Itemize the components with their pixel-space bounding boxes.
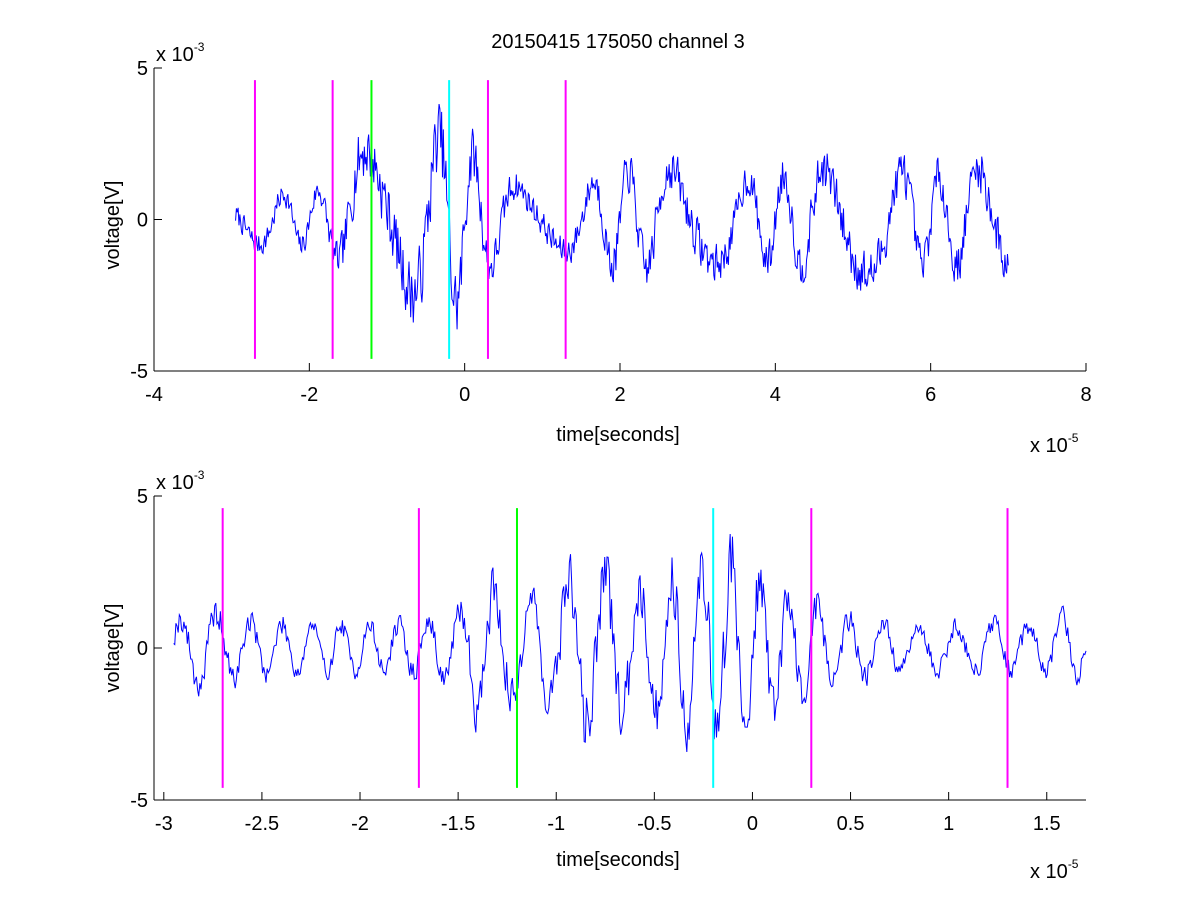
bottom-chart-x-tick-label: 0.5 bbox=[837, 813, 865, 835]
bottom-chart-x-tick-label: -2 bbox=[351, 813, 369, 835]
bottom-chart-y-tick-label: 5 bbox=[137, 486, 148, 508]
top-chart-y-tick-label: -5 bbox=[130, 361, 148, 383]
bottom-chart-y-tick-label: -5 bbox=[130, 790, 148, 812]
bottom-chart-x-tick-label: -0.5 bbox=[637, 813, 671, 835]
bottom-chart-x-multiplier: x 10-5 bbox=[1030, 857, 1079, 883]
bottom-chart-x-tick-label: -2.5 bbox=[245, 813, 279, 835]
top-chart-x-tick-label: 4 bbox=[770, 384, 781, 406]
bottom-chart-x-tick-label: 1.5 bbox=[1033, 813, 1061, 835]
figure-title: 20150415 175050 channel 3 bbox=[491, 31, 745, 53]
bottom-chart-x-tick-label: -1.5 bbox=[441, 813, 475, 835]
top-chart-ticks: -4 -2 0 2 4 6 8 -5 0 5 bbox=[130, 58, 1091, 406]
bottom-chart-y-axis-label: voltage[V] bbox=[102, 604, 124, 693]
bottom-chart-x-axis-label: time[seconds] bbox=[556, 849, 679, 871]
top-chart-x-tick-label: 2 bbox=[614, 384, 625, 406]
top-chart-y-tick-label: 0 bbox=[137, 210, 148, 232]
bottom-chart-x-tick-label: -3 bbox=[155, 813, 173, 835]
top-chart-marks bbox=[235, 80, 1009, 359]
top-chart-x-tick-label: 8 bbox=[1080, 384, 1091, 406]
top-chart-x-tick-label: -2 bbox=[300, 384, 318, 406]
bottom-chart-signal-line bbox=[173, 534, 1087, 753]
top-chart-y-axis-label: voltage[V] bbox=[102, 181, 124, 270]
top-chart-y-multiplier: x 10-3 bbox=[156, 40, 205, 66]
top-chart-panel: -4 -2 0 2 4 6 8 -5 0 5 time[seconds] voltage[V] x… bbox=[102, 40, 1092, 457]
top-chart-signal-line bbox=[235, 103, 1009, 330]
top-chart-x-tick-label: -4 bbox=[145, 384, 163, 406]
top-chart-x-axis-label: time[seconds] bbox=[556, 424, 679, 446]
bottom-chart-y-tick-label: 0 bbox=[137, 638, 148, 660]
top-chart-x-multiplier: x 10-5 bbox=[1030, 431, 1079, 457]
bottom-chart-ticks: -3 -2.5 -2 -1.5 -1 -0.5 0 0.5 1 1.5 -5 0 5 bbox=[130, 486, 1060, 835]
bottom-chart-y-multiplier: x 10-3 bbox=[156, 468, 205, 494]
bottom-chart-x-tick-label: -1 bbox=[547, 813, 565, 835]
bottom-chart-x-tick-label: 0 bbox=[747, 813, 758, 835]
top-chart-x-tick-label: 0 bbox=[459, 384, 470, 406]
bottom-chart-marks bbox=[173, 508, 1087, 788]
bottom-chart-x-tick-label: 1 bbox=[943, 813, 954, 835]
bottom-chart-panel: -3 -2.5 -2 -1.5 -1 -0.5 0 0.5 1 1.5 -5 0 5 time[seco… bbox=[102, 468, 1087, 883]
bottom-chart-axes-box bbox=[154, 496, 1086, 800]
top-chart-x-tick-label: 6 bbox=[925, 384, 936, 406]
top-chart-y-tick-label: 5 bbox=[137, 58, 148, 80]
